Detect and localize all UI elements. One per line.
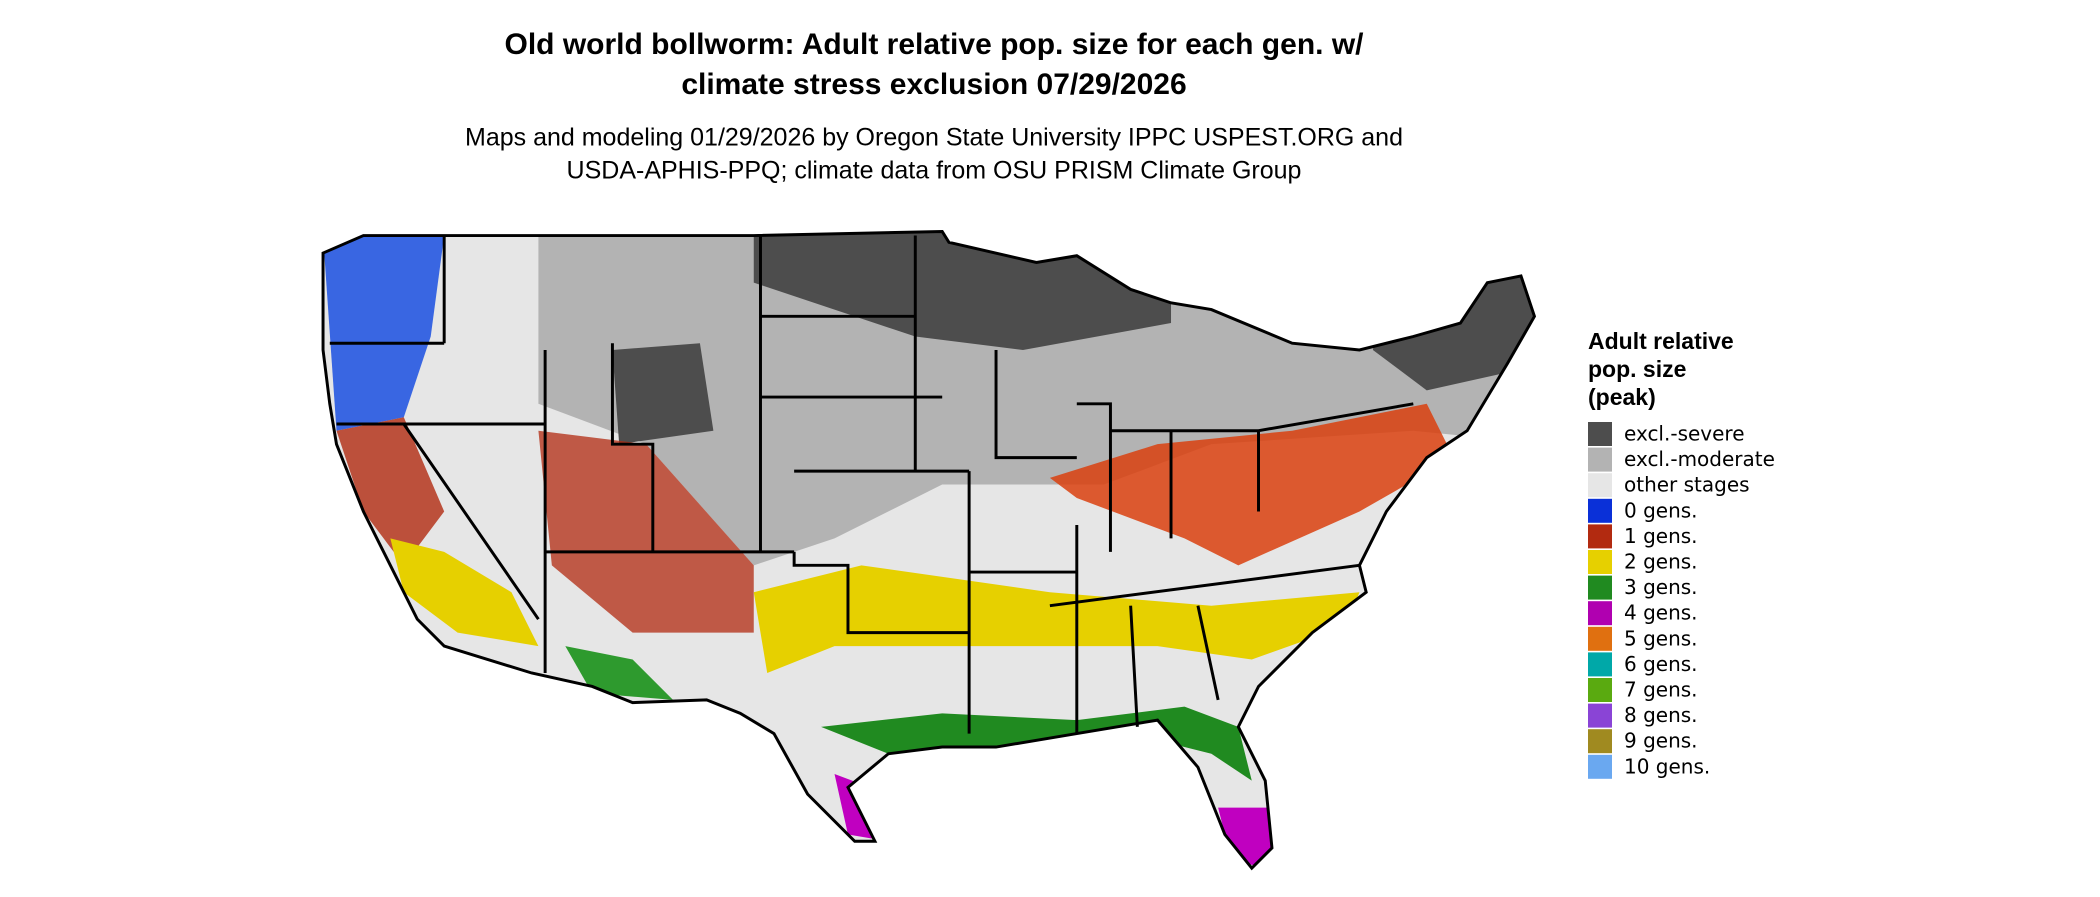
- legend-label: excl.-moderate: [1624, 447, 1775, 471]
- legend-swatch: [1588, 422, 1612, 446]
- legend-label: 8 gens.: [1624, 703, 1698, 727]
- legend-label: other stages: [1624, 473, 1750, 497]
- one-gen-area: [538, 430, 754, 633]
- legend-title: Adult relative: [1588, 328, 1734, 354]
- subtitle: Maps and modeling 01/29/2026 by Oregon S…: [465, 124, 1403, 152]
- legend-swatch: [1588, 626, 1612, 651]
- legend-swatch: [1588, 550, 1612, 574]
- severe-exclusion-area: [753, 231, 1172, 350]
- legend-swatch: [1588, 524, 1612, 549]
- two-gens-area: [390, 538, 539, 647]
- us-map: [321, 230, 1536, 870]
- legend-title: pop. size: [1588, 356, 1686, 382]
- title: climate stress exclusion 07/29/2026: [681, 68, 1186, 101]
- legend-label: 3 gens.: [1624, 575, 1698, 599]
- legend-swatch: [1588, 729, 1612, 754]
- legend-swatch: [1588, 447, 1612, 472]
- legend-swatch: [1588, 601, 1612, 626]
- legend-label: 2 gens.: [1624, 550, 1698, 574]
- legend-swatch: [1588, 652, 1612, 677]
- one-gen-area: [336, 417, 445, 566]
- legend-label: 7 gens.: [1624, 678, 1698, 702]
- one-gen-area: [1049, 403, 1454, 566]
- legend-swatch: [1588, 498, 1612, 523]
- zero-gens-area: [323, 235, 445, 431]
- legend-label: 9 gens.: [1624, 729, 1698, 753]
- legend-swatch: [1588, 575, 1612, 600]
- legend-label: 4 gens.: [1624, 601, 1698, 625]
- legend-title: (peak): [1588, 384, 1656, 410]
- legend-label: 1 gens.: [1624, 524, 1698, 548]
- legend-label: 5 gens.: [1624, 626, 1698, 650]
- legend-swatch: [1588, 703, 1612, 728]
- legend-swatch: [1588, 473, 1612, 498]
- legend-swatch: [1588, 754, 1612, 779]
- subtitle: USDA-APHIS-PPQ; climate data from OSU PR…: [567, 157, 1302, 185]
- legend-label: 6 gens.: [1624, 652, 1698, 676]
- legend-label: excl.-severe: [1624, 422, 1745, 446]
- state-borders: [329, 235, 1414, 734]
- legend-label: 0 gens.: [1624, 498, 1698, 522]
- legend-label: 10 gens.: [1624, 754, 1710, 778]
- title: Old world bollworm: Adult relative pop. …: [505, 28, 1365, 61]
- legend-swatch: [1588, 678, 1612, 702]
- severe-exclusion-area: [612, 343, 714, 445]
